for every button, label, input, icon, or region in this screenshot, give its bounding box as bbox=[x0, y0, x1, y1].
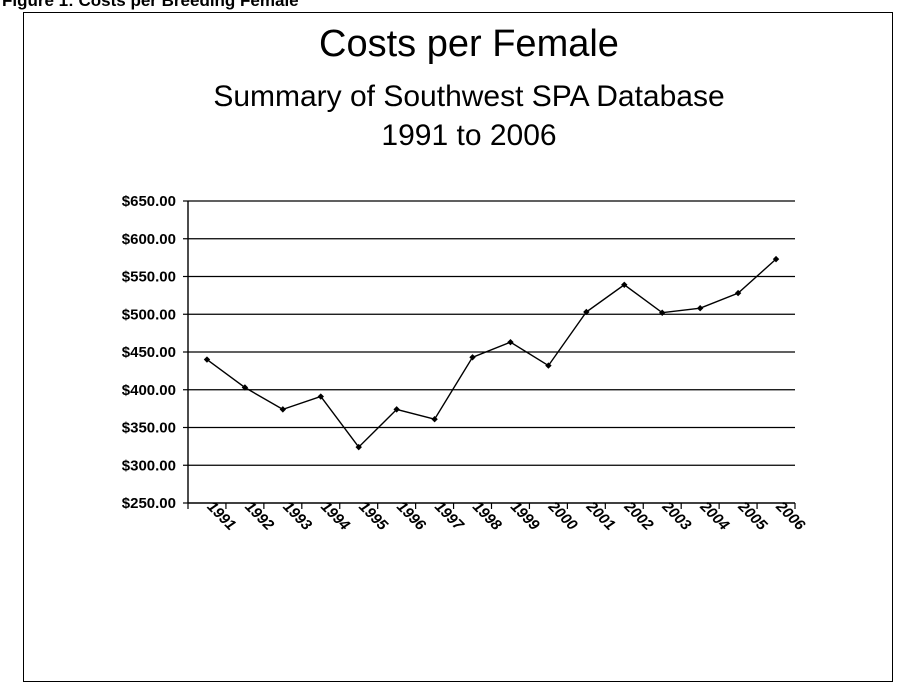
data-point bbox=[279, 406, 287, 413]
data-point bbox=[469, 354, 476, 361]
data-point bbox=[241, 384, 249, 391]
data-point bbox=[772, 255, 780, 263]
data-point bbox=[696, 305, 704, 312]
data-point bbox=[507, 338, 514, 346]
y-tick-label: $550.00 bbox=[122, 269, 176, 286]
data-point bbox=[203, 356, 211, 363]
y-tick-label: $650.00 bbox=[122, 193, 176, 210]
y-tick-label: $600.00 bbox=[122, 231, 176, 248]
data-point bbox=[393, 406, 400, 413]
data-point bbox=[545, 362, 552, 369]
axes bbox=[183, 200, 796, 509]
data-point bbox=[431, 415, 438, 423]
chart-subtitle-line-2: 1991 to 2006 bbox=[381, 119, 556, 152]
data-point bbox=[734, 289, 742, 297]
figure-caption: Figure 1: Costs per Breeding Female bbox=[2, 0, 299, 10]
y-tick-label: $300.00 bbox=[122, 457, 176, 474]
series-costs bbox=[203, 255, 780, 451]
data-point bbox=[355, 443, 362, 451]
y-tick-labels: $250.00 $300.00 $350.00 $400.00 $450.00 $500.… bbox=[122, 193, 176, 512]
y-tick-label: $500.00 bbox=[122, 306, 176, 323]
y-tick-label: $250.00 bbox=[122, 495, 176, 512]
y-tick-label: $400.00 bbox=[122, 382, 176, 399]
y-tick-label: $450.00 bbox=[122, 344, 176, 361]
y-tick-label: $350.00 bbox=[122, 420, 176, 437]
data-point bbox=[659, 309, 666, 316]
chart-title: Costs per Female bbox=[319, 23, 619, 65]
data-point bbox=[583, 308, 590, 316]
chart-subtitle-line-1: Summary of Southwest SPA Database bbox=[213, 80, 724, 113]
data-point bbox=[621, 281, 628, 289]
data-point bbox=[317, 393, 324, 400]
series-line bbox=[206, 258, 777, 449]
grid-lines bbox=[188, 200, 795, 466]
